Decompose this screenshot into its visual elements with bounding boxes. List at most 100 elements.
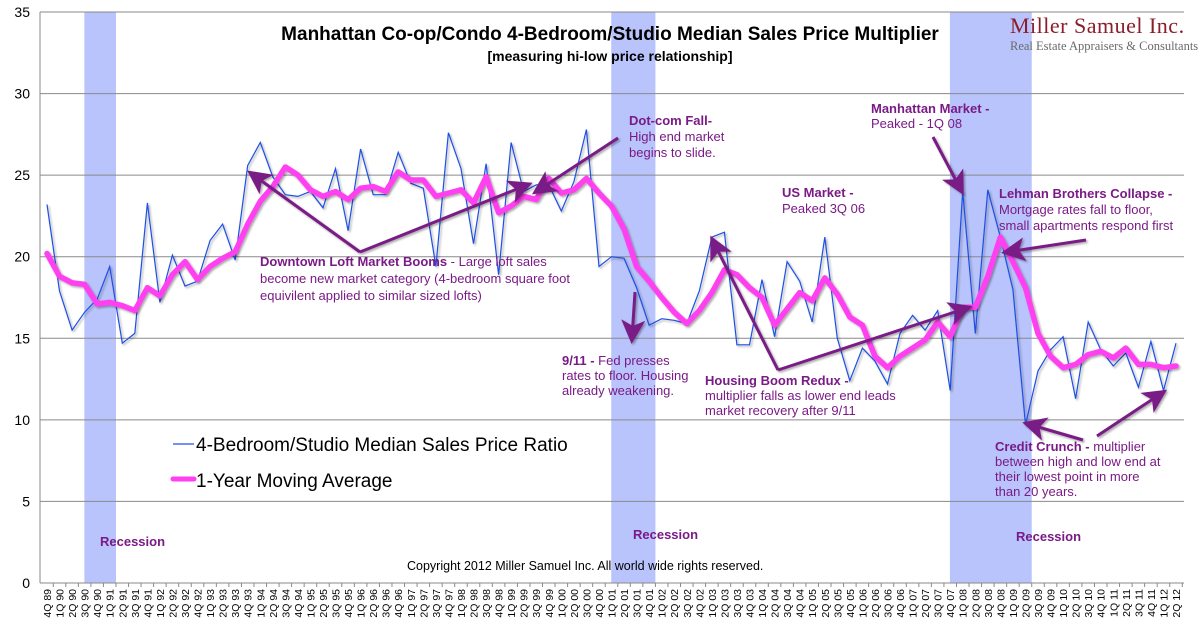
x-tick-label: 4Q 95 <box>343 589 355 618</box>
x-tick-label: 3Q 95 <box>331 589 343 618</box>
x-tick-label: 1Q 07 <box>908 589 920 618</box>
x-tick-label: 2Q 01 <box>619 589 631 618</box>
y-tick-label: 0 <box>22 575 30 591</box>
x-tick-label: 1Q 09 <box>1008 589 1020 618</box>
chart-subtitle: [measuring hi-low price relationship] <box>487 48 732 64</box>
annotation-lehman: Lehman Brothers Collapse - Mortgage rate… <box>999 186 1174 233</box>
x-tick-label: 2Q 02 <box>669 589 681 618</box>
x-tick-label: 3Q 90 <box>80 589 92 618</box>
logo-tagline: Real Estate Appraisers & Consultants <box>1010 39 1198 53</box>
annotation-credit-title: Credit Crunch - <box>995 439 1090 454</box>
x-tick-label: 2Q 05 <box>820 589 832 618</box>
svg-text:small apartments respond first: small apartments respond first <box>999 218 1174 233</box>
recession-band <box>949 12 1032 583</box>
svg-text:Mortgage rates fall to floor,: Mortgage rates fall to floor, <box>999 202 1153 217</box>
copyright-notice: Copyright 2012 Miller Samuel Inc. All wo… <box>407 559 763 573</box>
recession-label-3: Recession <box>1016 529 1081 544</box>
x-tick-label: 1Q 90 <box>55 589 67 618</box>
x-tick-label: 2Q 96 <box>368 589 380 618</box>
x-tick-label: 1Q 95 <box>305 589 317 618</box>
x-tick-label: 1Q 93 <box>205 589 217 618</box>
x-tick-label: 4Q 08 <box>995 589 1007 618</box>
x-tick-label: 1Q 08 <box>958 589 970 618</box>
x-tick-label: 3Q 06 <box>882 589 894 618</box>
x-tick-label: 4Q 05 <box>845 589 857 618</box>
x-tick-label: 1Q 04 <box>757 589 769 618</box>
x-tick-label: 3Q 96 <box>381 589 393 618</box>
annotation-911-title: 9/11 - <box>562 353 595 368</box>
annotation-us-market: US Market - Peaked 3Q 06 <box>782 185 865 216</box>
x-tick-label: 1Q 94 <box>255 589 267 618</box>
x-tick-label: 2Q 06 <box>870 589 882 618</box>
x-tick-label: 2Q 03 <box>719 589 731 618</box>
x-tick-label: 3Q 05 <box>832 589 844 618</box>
arrow-loft-1 <box>247 170 361 254</box>
x-tick-label: 1Q 97 <box>406 589 418 618</box>
x-tick-label: 3Q 11 <box>1133 589 1145 617</box>
x-tick-label: 3Q 02 <box>682 589 694 618</box>
annotation-loft-title: Downtown Loft Market Booms <box>260 254 447 269</box>
recession-label-1: Recession <box>100 534 165 549</box>
x-tick-label: 3Q 03 <box>732 589 744 618</box>
x-tick-label: 4Q 99 <box>544 589 556 618</box>
svg-text:Credit Crunch - multiplier: Credit Crunch - multiplier <box>995 439 1146 454</box>
x-tick-label: 2Q 00 <box>569 589 581 618</box>
annotation-arrows <box>247 136 1168 442</box>
svg-text:Downtown Loft Market Booms - L: Downtown Loft Market Booms - Large loft … <box>260 254 547 269</box>
annotation-us-title: US Market - <box>782 185 854 200</box>
x-tick-label: 2Q 09 <box>1020 589 1032 618</box>
x-tick-label: 3Q 91 <box>130 589 142 618</box>
annotation-manhattan: Manhattan Market - Peaked - 1Q 08 <box>871 101 989 131</box>
x-tick-label: 4Q 01 <box>644 589 656 618</box>
legend-label-ratio: 4-Bedroom/Studio Median Sales Price Rati… <box>196 435 568 456</box>
svg-text:rates to floor. Housing: rates to floor. Housing <box>562 368 688 383</box>
x-tick-label: 1Q 99 <box>506 589 518 618</box>
svg-text:market recovery after 9/11: market recovery after 9/11 <box>705 403 856 418</box>
x-tick-label: 3Q 92 <box>180 589 192 618</box>
arrow-credit-1 <box>1022 417 1084 442</box>
x-tick-label: 2Q 90 <box>67 589 79 618</box>
x-tick-label: 1Q 92 <box>155 589 167 618</box>
x-tick-label: 3Q 09 <box>1033 589 1045 618</box>
x-tick-label: 3Q 98 <box>481 589 493 618</box>
annotation-loft: Downtown Loft Market Booms - Large loft … <box>260 254 570 303</box>
x-tick-label: 4Q 09 <box>1046 589 1058 618</box>
x-tick-label: 4Q 10 <box>1096 589 1108 618</box>
x-tick-label: 3Q 10 <box>1083 589 1095 618</box>
recession-label-2: Recession <box>633 527 698 542</box>
x-tick-label: 3Q 00 <box>581 589 593 618</box>
annotation-redux-title: Housing Boom Redux - <box>705 373 849 388</box>
x-tick-label: 1Q 98 <box>456 589 468 618</box>
legend: 4-Bedroom/Studio Median Sales Price Rati… <box>170 435 568 492</box>
recession-band <box>84 12 116 583</box>
y-tick-label: 10 <box>14 412 30 428</box>
arrow-dotcom <box>531 136 619 195</box>
x-tick-label: 4Q 92 <box>193 589 205 618</box>
arrow-lehman <box>1001 237 1087 262</box>
svg-text:Peaked 3Q 06: Peaked 3Q 06 <box>782 201 865 216</box>
x-tick-label: 3Q 94 <box>280 589 292 618</box>
x-tick-label: 3Q 04 <box>782 589 794 618</box>
x-tick-label: 4Q 91 <box>142 589 154 618</box>
svg-text:9/11 - Fed presses: 9/11 - Fed presses <box>562 353 670 368</box>
legend-label-average: 1-Year Moving Average <box>196 471 392 492</box>
x-tick-label: 1Q 01 <box>607 589 619 618</box>
x-tick-label: 2Q 97 <box>418 589 430 618</box>
x-tick-label: 2Q 94 <box>268 589 280 618</box>
x-tick-label: 3Q 01 <box>632 589 644 618</box>
y-tick-label: 30 <box>14 86 30 102</box>
arrow-911 <box>621 291 646 344</box>
x-tick-label: 1Q 10 <box>1058 589 1070 618</box>
series-lines <box>44 129 1179 425</box>
x-tick-label: 1Q 12 <box>1158 589 1170 618</box>
annotation-lehman-title: Lehman Brothers Collapse - <box>999 186 1172 201</box>
x-axis: 4Q 89 1Q 90 2Q 90 3Q 90 4Q 90 1Q 91 2Q 91 3Q 91… <box>40 582 1184 618</box>
x-tick-label: 4Q 97 <box>443 589 455 618</box>
y-tick-label: 20 <box>14 249 30 265</box>
y-tick-label: 25 <box>14 167 30 183</box>
x-tick-label: 1Q 11 <box>1108 589 1120 617</box>
chart-title: Manhattan Co-op/Condo 4-Bedroom/Studio M… <box>281 24 939 45</box>
x-tick-label: 4Q 02 <box>694 589 706 618</box>
logo-name: Miller Samuel Inc. <box>1010 13 1185 38</box>
